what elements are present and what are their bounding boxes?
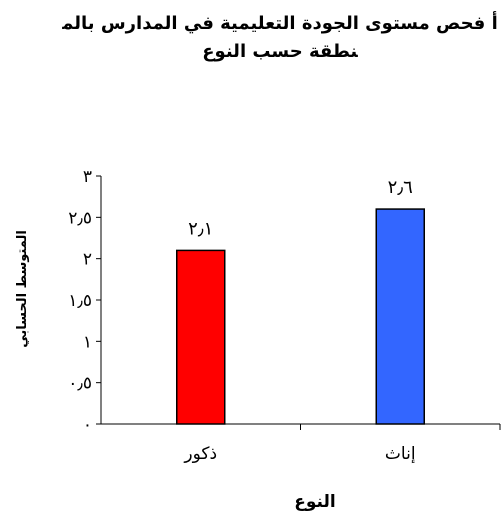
chart-title: أ فحص مستوى الجودة التعليمية في المدارس … xyxy=(62,13,498,62)
x-category-label: ذكور xyxy=(183,444,217,464)
y-tick-label: ٣ xyxy=(83,167,92,187)
y-tick-label: ١ xyxy=(83,332,92,352)
x-category-label: إناث xyxy=(385,444,416,464)
y-tick-label: ٢٫٥ xyxy=(68,208,92,228)
y-tick-label: ١٫٥ xyxy=(68,291,92,311)
bar-2 xyxy=(375,208,425,425)
y-axis-title: المتوسط الحسابي xyxy=(15,230,30,348)
y-tick-label: ٢ xyxy=(83,250,92,270)
y-tick-label: ٠ xyxy=(83,415,92,435)
y-tick-label: ٠٫٥ xyxy=(68,374,92,394)
data-label: ٢٫٦ xyxy=(388,177,413,198)
bar-1 xyxy=(176,249,226,425)
x-axis-title: النوع xyxy=(294,492,335,511)
data-label: ٢٫١ xyxy=(188,218,213,239)
